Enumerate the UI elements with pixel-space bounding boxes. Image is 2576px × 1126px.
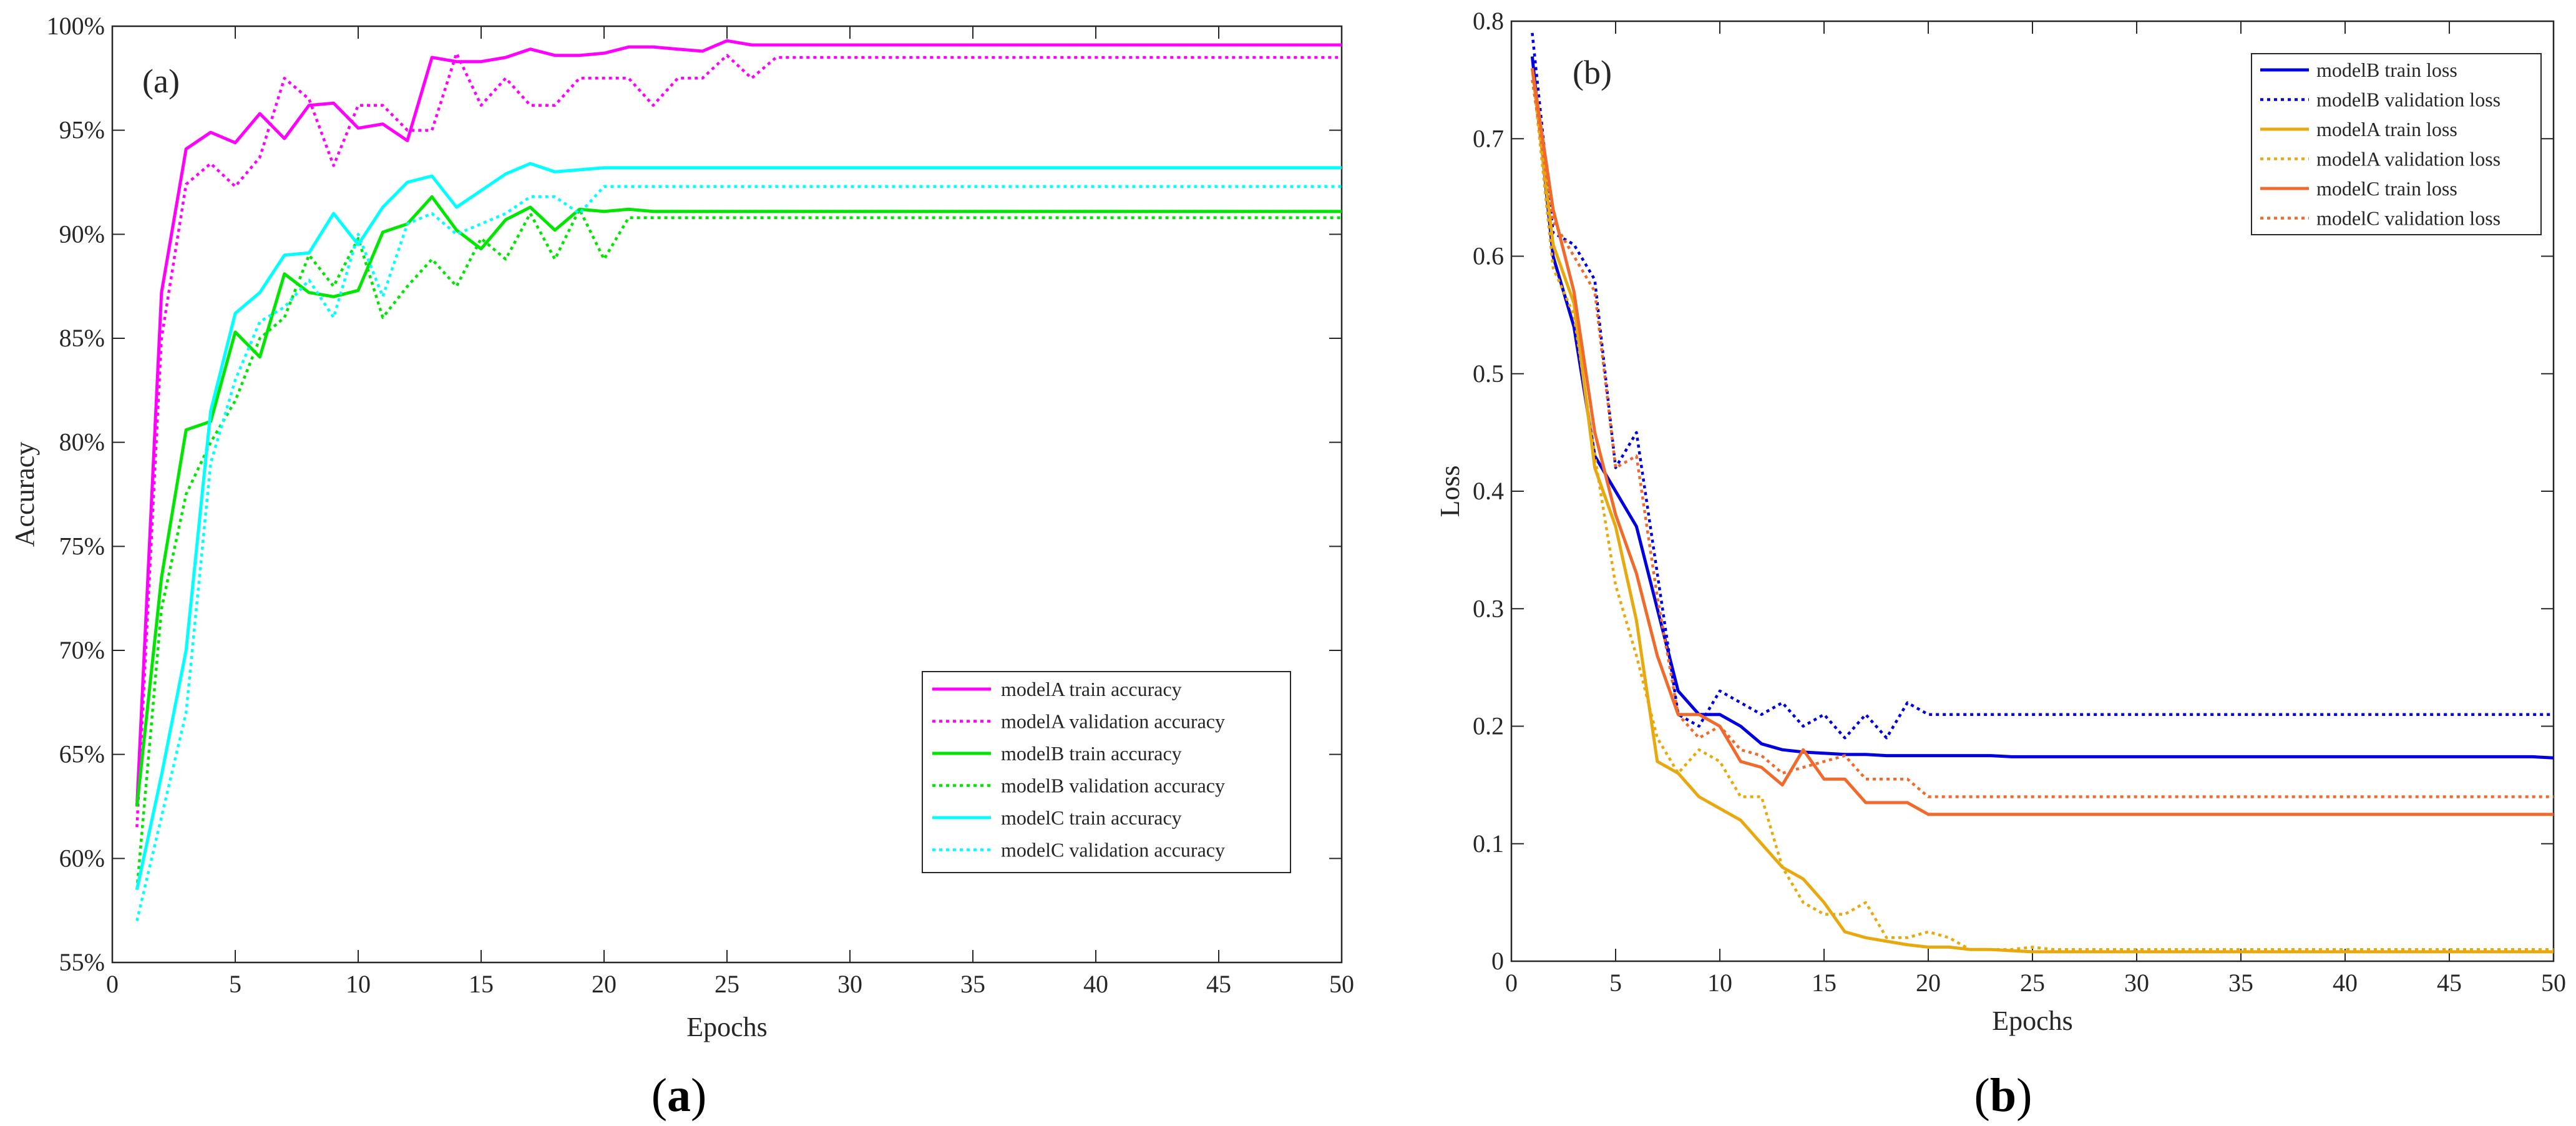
accuracy-series-modelc-train-accuracy: [135, 162, 1342, 890]
loss-x-tick-label: 35: [2228, 969, 2253, 997]
accuracy-legend-label: modelA train accuracy: [1001, 678, 1182, 700]
loss-ticks: 0 5 10 15 20 25 30 35 40 45 50 0 0.1 0.2 0.3 0.4 0.5 0.6 0…: [1473, 7, 2566, 997]
loss-series-modela-train-loss: [1530, 68, 2554, 954]
accuracy-legend-label: modelC train accuracy: [1001, 806, 1182, 829]
caption-a: (a): [651, 1069, 707, 1122]
accuracy-legend-label: modelC validation accuracy: [1001, 839, 1225, 861]
accuracy-y-tick-label: 75%: [59, 532, 105, 560]
accuracy-panel-label: (a): [142, 62, 180, 100]
loss-y-tick-label: 0.1: [1473, 830, 1504, 858]
accuracy-series-modelb-validation-accuracy: [135, 208, 1342, 890]
accuracy-x-tick-label: 25: [715, 970, 739, 998]
loss-x-tick-label: 45: [2437, 969, 2462, 997]
loss-legend: modelB train loss modelB validation loss m…: [2251, 53, 2542, 235]
accuracy-x-tick-label: 0: [106, 970, 119, 998]
caption-a-letter: a: [667, 1069, 691, 1122]
loss-series-modelc-validation-loss: [1531, 79, 2554, 798]
loss-series-modelc-train-loss: [1530, 67, 2554, 816]
loss-panel-label: (b): [1573, 54, 1612, 91]
accuracy-y-tick-label: 85%: [59, 324, 105, 352]
loss-legend-label: modelB validation loss: [2316, 89, 2500, 111]
accuracy-y-axis-title: Accuracy: [9, 442, 40, 547]
loss-legend-label: modelA validation loss: [2316, 148, 2500, 170]
accuracy-y-tick-label: 100%: [47, 12, 105, 40]
loss-y-tick-label: 0.3: [1473, 594, 1504, 622]
accuracy-x-tick-label: 35: [960, 970, 985, 998]
loss-y-axis-title: Loss: [1435, 465, 1465, 517]
loss-x-tick-label: 50: [2541, 969, 2566, 997]
accuracy-legend-label: modelA validation accuracy: [1001, 710, 1225, 733]
accuracy-legend-label: modelB validation accuracy: [1001, 775, 1225, 797]
loss-chart: 0 5 10 15 20 25 30 35 40 45 50 0 0.1 0.2 0.3 0.4 0.5 0.6 0…: [1435, 7, 2566, 1036]
loss-series-modela-validation-loss: [1531, 68, 2554, 951]
loss-x-tick-label: 10: [1707, 969, 1732, 997]
accuracy-y-tick-label: 55%: [59, 948, 105, 976]
accuracy-legend-box: [922, 671, 1291, 873]
loss-x-axis-title: Epochs: [1992, 1006, 2073, 1036]
accuracy-x-tick-label: 10: [346, 970, 371, 998]
accuracy-x-tick-label: 15: [469, 970, 494, 998]
loss-y-tick-label: 0.6: [1473, 242, 1504, 270]
accuracy-series-modela-train-accuracy: [135, 39, 1342, 807]
accuracy-chart: 0 5 10 15 20 25 30 35 40 45 50 55% 60% 65% 70% 75% 80% 85…: [9, 12, 1354, 1042]
accuracy-series-modelb-train-accuracy: [135, 195, 1342, 807]
loss-series-modelb-train-loss: [1530, 56, 2554, 760]
loss-series: [1530, 32, 2554, 954]
accuracy-y-tick-label: 95%: [59, 116, 105, 144]
loss-legend-label: modelC train loss: [2316, 177, 2457, 200]
accuracy-y-tick-label: 70%: [59, 636, 105, 664]
accuracy-x-tick-label: 45: [1206, 970, 1231, 998]
loss-x-tick-label: 40: [2333, 969, 2358, 997]
accuracy-y-tick-label: 65%: [59, 740, 105, 768]
loss-legend-label: modelA train loss: [2316, 118, 2457, 140]
accuracy-x-tick-label: 30: [837, 970, 862, 998]
accuracy-x-tick-label: 20: [592, 970, 617, 998]
loss-y-tick-label: 0.5: [1473, 360, 1504, 388]
loss-legend-box: [2251, 53, 2542, 235]
caption-b-letter: b: [1990, 1069, 2016, 1122]
loss-legend-label: modelC validation loss: [2316, 207, 2500, 230]
accuracy-x-axis-title: Epochs: [686, 1012, 768, 1042]
loss-y-tick-label: 0.2: [1473, 712, 1504, 740]
loss-x-tick-label: 5: [1609, 969, 1622, 997]
accuracy-y-tick-label: 60%: [59, 844, 105, 872]
loss-x-tick-label: 25: [2020, 969, 2045, 997]
loss-x-tick-label: 0: [1505, 969, 1518, 997]
accuracy-series: [135, 39, 1342, 921]
accuracy-x-tick-label: 5: [229, 970, 242, 998]
loss-x-tick-label: 20: [1916, 969, 1941, 997]
loss-x-tick-label: 30: [2124, 969, 2149, 997]
loss-y-tick-label: 0: [1491, 947, 1504, 975]
accuracy-legend: modelA train accuracy modelA validation a…: [922, 671, 1291, 873]
accuracy-legend-label: modelB train accuracy: [1001, 742, 1182, 765]
accuracy-y-tick-label: 80%: [59, 428, 105, 456]
loss-series-modelb-validation-loss: [1531, 32, 2554, 740]
accuracy-y-tick-label: 90%: [59, 220, 105, 248]
accuracy-ticks: 0 5 10 15 20 25 30 35 40 45 50 55% 60% 65% 70% 75% 80% 85…: [47, 12, 1354, 998]
loss-y-tick-label: 0.8: [1473, 7, 1504, 35]
caption-b: (b): [1974, 1069, 2032, 1122]
loss-y-tick-label: 0.7: [1473, 124, 1504, 152]
accuracy-x-tick-label: 50: [1329, 970, 1354, 998]
accuracy-x-tick-label: 40: [1083, 970, 1108, 998]
loss-x-tick-label: 15: [1812, 969, 1837, 997]
loss-legend-label: modelB train loss: [2316, 59, 2457, 81]
accuracy-series-modelc-validation-accuracy: [135, 185, 1342, 921]
loss-y-tick-label: 0.4: [1473, 477, 1504, 505]
